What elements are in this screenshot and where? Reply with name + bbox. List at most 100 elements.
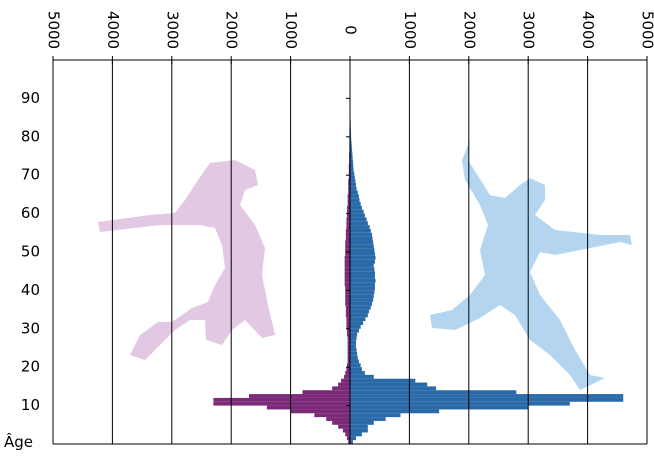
bar (350, 275, 375, 279)
bar (350, 217, 367, 221)
bar (302, 390, 350, 394)
bar (346, 225, 350, 229)
x-tick-label: 4000 (579, 11, 597, 49)
bar (350, 394, 623, 398)
y-tick-label: 50 (21, 243, 40, 261)
bar (338, 425, 350, 429)
y-tick-label: 10 (21, 396, 40, 414)
bar (350, 356, 358, 360)
bar (338, 383, 350, 387)
bar (350, 329, 359, 333)
bar (350, 409, 439, 413)
bar (350, 214, 365, 218)
bar (350, 175, 355, 179)
bar (350, 398, 623, 402)
bar (350, 421, 374, 425)
bar (350, 256, 376, 260)
bar (350, 206, 362, 210)
bar (345, 290, 350, 294)
bar (345, 283, 350, 287)
bar (345, 294, 350, 298)
x-tick-label: 0 (342, 25, 360, 35)
bar (344, 375, 350, 379)
bar (346, 367, 350, 371)
bar (350, 363, 361, 367)
bar (345, 432, 350, 436)
bar (350, 306, 371, 310)
x-tick-label: 5000 (639, 11, 654, 49)
bar (350, 317, 365, 321)
bar (350, 179, 355, 183)
bar (350, 310, 369, 314)
bar (346, 325, 350, 329)
bar (341, 379, 350, 383)
bar (350, 371, 365, 375)
bar (350, 429, 368, 433)
y-tick-label: 80 (21, 127, 40, 145)
bar (343, 429, 350, 433)
bar (350, 260, 375, 264)
bar (350, 313, 368, 317)
bar (350, 240, 373, 244)
bar (350, 271, 375, 275)
bar (346, 313, 350, 317)
bar (350, 221, 368, 225)
bar (350, 202, 361, 206)
bar (350, 237, 373, 241)
bar (350, 352, 357, 356)
bar (267, 406, 350, 410)
x-tick-label: 4000 (104, 11, 122, 49)
x-tick-label: 5000 (45, 11, 63, 49)
bar (314, 413, 350, 417)
bar (345, 264, 350, 268)
bar (350, 194, 359, 198)
bar (350, 344, 356, 348)
bar (345, 244, 350, 248)
bar (345, 248, 350, 252)
bar (213, 398, 350, 402)
bar (350, 379, 415, 383)
bar (350, 294, 374, 298)
bar (345, 302, 350, 306)
bar (350, 187, 357, 191)
bar (350, 383, 427, 387)
bar (345, 260, 350, 264)
x-tick-label: 2000 (223, 11, 241, 49)
bar (350, 171, 354, 175)
bar (350, 210, 364, 214)
bar (213, 402, 350, 406)
bar (350, 390, 516, 394)
x-tick-label: 1000 (401, 11, 419, 49)
bar (350, 229, 371, 233)
bar (350, 336, 357, 340)
bar (350, 244, 374, 248)
bar (350, 360, 359, 364)
bar (345, 267, 350, 271)
x-tick-label: 2000 (460, 11, 478, 49)
bar (249, 394, 350, 398)
bar (350, 302, 372, 306)
bar (350, 333, 357, 337)
y-tick-label: 30 (21, 319, 40, 337)
y-tick-label: 40 (21, 281, 40, 299)
bar (350, 248, 374, 252)
bar (345, 279, 350, 283)
bar (350, 264, 374, 268)
bar (346, 306, 350, 310)
bar (346, 229, 350, 233)
y-tick-label: 90 (21, 89, 40, 107)
silhouette-female (98, 160, 275, 360)
bar (350, 233, 372, 237)
bar (350, 283, 375, 287)
bar (350, 340, 356, 344)
bar (350, 402, 570, 406)
bar (346, 217, 350, 221)
silhouette-male (430, 140, 632, 390)
bar (350, 436, 356, 440)
bar (350, 386, 436, 390)
x-tick-label: 3000 (163, 11, 181, 49)
bar (345, 256, 350, 260)
x-tick-label: 1000 (282, 11, 300, 49)
bar (345, 271, 350, 275)
